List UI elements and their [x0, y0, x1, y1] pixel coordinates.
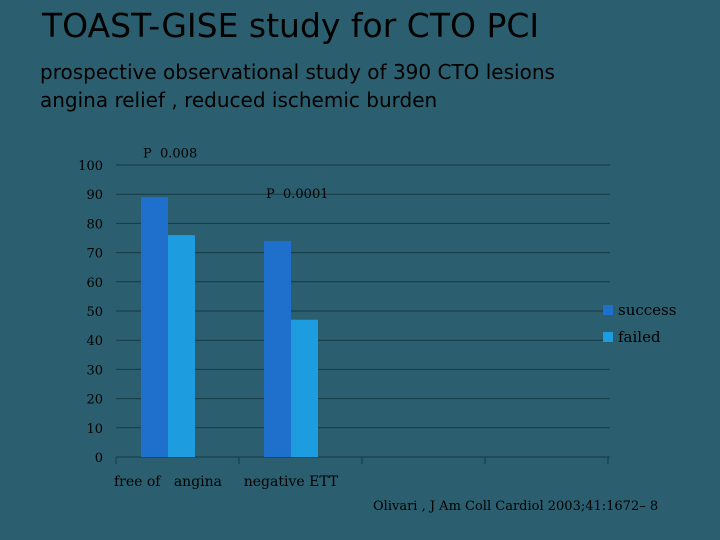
y-tick-label: 80: [86, 217, 103, 232]
p-value-annotation: P 0.0001: [266, 187, 329, 202]
x-axis-ticks: free of angina negative ETT: [114, 474, 339, 490]
x-category-label: free of angina: [114, 474, 222, 490]
chart-gridlines: [115, 164, 610, 464]
p-value-annotation: P 0.008: [143, 146, 197, 161]
bar-failed-1: [291, 319, 318, 457]
y-tick-label: 90: [86, 188, 103, 203]
bar-success-0: [141, 197, 168, 457]
y-tick-label: 30: [86, 363, 103, 378]
subtitle-line-1: prospective observational study of 390 C…: [40, 60, 555, 84]
slide-title: TOAST-GISE study for CTO PCI: [42, 6, 540, 45]
chart-annotations: P 0.008 P 0.0001: [143, 146, 329, 202]
slide-subtitle: prospective observational study of 390 C…: [40, 58, 555, 114]
chart-legend: success failed: [603, 301, 676, 346]
y-tick-label: 40: [86, 334, 103, 349]
bar-success-1: [264, 240, 291, 457]
subtitle-line-2: angina relief , reduced ischemic burden: [40, 88, 438, 112]
y-tick-label: 0: [95, 451, 103, 466]
legend-label-failed: failed: [618, 328, 661, 346]
citation: Olivari , J Am Coll Cardiol 2003;41:1672…: [373, 499, 659, 514]
chart-bars: [141, 197, 318, 457]
legend-swatch-failed: [603, 332, 613, 342]
y-axis-ticks: 0 10 20 30 40 50 60 70 80 90 100: [78, 159, 103, 466]
y-tick-label: 70: [86, 247, 103, 262]
y-tick-label: 50: [86, 305, 103, 320]
y-tick-label: 10: [86, 422, 103, 437]
y-tick-label: 60: [86, 276, 103, 291]
legend-label-success: success: [618, 301, 676, 319]
x-category-label: negative ETT: [244, 474, 339, 490]
y-tick-label: 20: [86, 393, 103, 408]
bar-failed-0: [168, 235, 195, 457]
legend-swatch-success: [603, 305, 613, 315]
y-tick-label: 100: [78, 159, 103, 174]
